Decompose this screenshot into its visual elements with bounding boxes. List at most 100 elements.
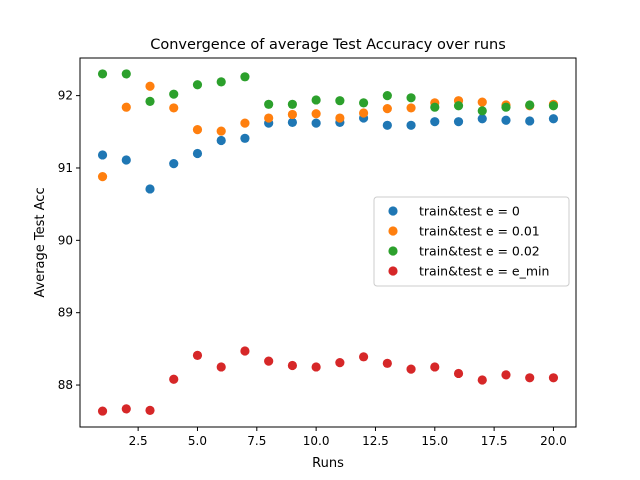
data-point-series-4 [453, 368, 464, 379]
data-point-series-2 [287, 109, 297, 120]
legend-marker [388, 226, 398, 236]
data-point-series-2 [264, 113, 274, 123]
x-tick-label: 17.5 [481, 434, 508, 448]
y-tick-label: 88 [58, 378, 73, 392]
y-tick-label: 91 [58, 161, 73, 175]
plot-frame [79, 57, 577, 428]
data-point-series-1 [192, 148, 203, 159]
y-tick-label: 92 [58, 89, 73, 103]
data-point-series-4 [525, 373, 535, 383]
data-point-series-3 [335, 96, 345, 106]
data-point-series-1 [548, 114, 559, 124]
legend-box [373, 196, 570, 287]
data-point-series-4 [359, 352, 369, 362]
data-point-series-4 [548, 373, 559, 383]
data-point-series-1 [240, 133, 250, 143]
data-point-series-1 [382, 120, 392, 130]
data-point-series-3 [121, 69, 131, 79]
data-point-series-4 [406, 364, 416, 374]
data-point-series-4 [145, 405, 155, 415]
data-points [97, 69, 559, 416]
x-axis-label: Runs [312, 456, 344, 471]
x-axis-ticks: 2.5 5.0 7.5 10.0 12.5 15.0 17.5 20.0 [129, 427, 567, 448]
data-point-series-1 [430, 117, 440, 127]
x-tick-label: 12.5 [362, 434, 389, 448]
x-tick-label: 2.5 [129, 434, 148, 448]
legend-marker [388, 266, 398, 276]
x-tick-label: 20.0 [540, 434, 567, 448]
data-point-series-1 [406, 120, 416, 130]
data-point-series-1 [311, 118, 321, 128]
data-point-series-1 [501, 115, 511, 125]
data-point-series-4 [216, 362, 226, 372]
data-point-series-4 [501, 370, 511, 380]
data-point-series-3 [359, 98, 369, 108]
data-point-series-2 [382, 104, 392, 114]
x-tick-label: 10.0 [303, 434, 330, 448]
data-point-series-4 [382, 358, 392, 368]
data-point-series-1 [97, 150, 108, 160]
data-point-series-4 [477, 375, 487, 385]
data-point-series-1 [525, 116, 535, 126]
data-point-series-1 [216, 135, 226, 146]
data-point-series-1 [145, 184, 155, 194]
data-point-series-4 [287, 360, 297, 371]
x-tick-label: 5.0 [188, 434, 207, 448]
data-point-series-2 [240, 118, 250, 128]
y-tick-label: 89 [58, 306, 73, 320]
legend-label: train&test e = 0.01 [419, 224, 540, 239]
data-point-series-3 [430, 102, 440, 112]
data-point-series-3 [192, 80, 203, 90]
data-point-series-3 [240, 72, 250, 82]
data-point-series-2 [145, 81, 155, 91]
data-point-series-3 [477, 106, 487, 116]
data-point-series-1 [477, 114, 487, 124]
data-point-series-4 [335, 358, 345, 368]
data-point-series-2 [169, 103, 179, 113]
data-point-series-3 [169, 89, 179, 99]
data-point-series-1 [169, 159, 179, 169]
legend-marker [388, 246, 398, 256]
data-point-series-1 [287, 117, 297, 127]
data-point-series-2 [359, 108, 369, 118]
data-point-series-4 [121, 404, 131, 414]
legend-label: train&test e = 0.02 [419, 244, 540, 259]
data-point-series-3 [287, 99, 297, 109]
data-point-series-3 [453, 101, 464, 111]
data-point-series-3 [406, 93, 416, 103]
chart-title: Convergence of average Test Accuracy ove… [150, 37, 506, 53]
y-axis-ticks: 88 89 90 91 92 [58, 89, 80, 392]
data-point-series-3 [548, 101, 559, 111]
data-point-series-2 [192, 125, 203, 135]
y-tick-label: 90 [58, 233, 73, 247]
data-point-series-3 [501, 102, 511, 112]
data-point-series-3 [145, 96, 155, 107]
data-point-series-4 [240, 346, 250, 356]
data-point-series-4 [311, 362, 321, 372]
data-point-series-4 [169, 374, 179, 384]
data-point-series-3 [216, 77, 226, 87]
x-tick-label: 15.0 [421, 434, 448, 448]
legend-label: train&test e = 0 [419, 204, 520, 219]
data-point-series-4 [264, 356, 274, 366]
data-point-series-2 [311, 109, 321, 119]
data-point-series-2 [335, 113, 345, 123]
data-point-series-2 [121, 102, 131, 112]
data-point-series-3 [311, 95, 321, 105]
x-tick-label: 7.5 [247, 434, 266, 448]
data-point-series-3 [97, 69, 108, 79]
y-axis-label: Average Test Acc [33, 187, 48, 297]
legend: train&test e = 0 train&test e = 0.01 train… [373, 196, 570, 287]
legend-marker [388, 206, 398, 216]
data-point-series-4 [97, 406, 108, 416]
data-point-series-4 [192, 350, 203, 360]
data-point-series-3 [264, 99, 274, 109]
data-point-series-2 [97, 172, 108, 182]
data-point-series-2 [216, 126, 226, 136]
data-point-series-2 [406, 103, 416, 113]
data-point-series-3 [382, 91, 392, 101]
data-point-series-1 [453, 117, 464, 127]
data-point-series-4 [430, 362, 440, 372]
data-point-series-3 [525, 100, 535, 110]
